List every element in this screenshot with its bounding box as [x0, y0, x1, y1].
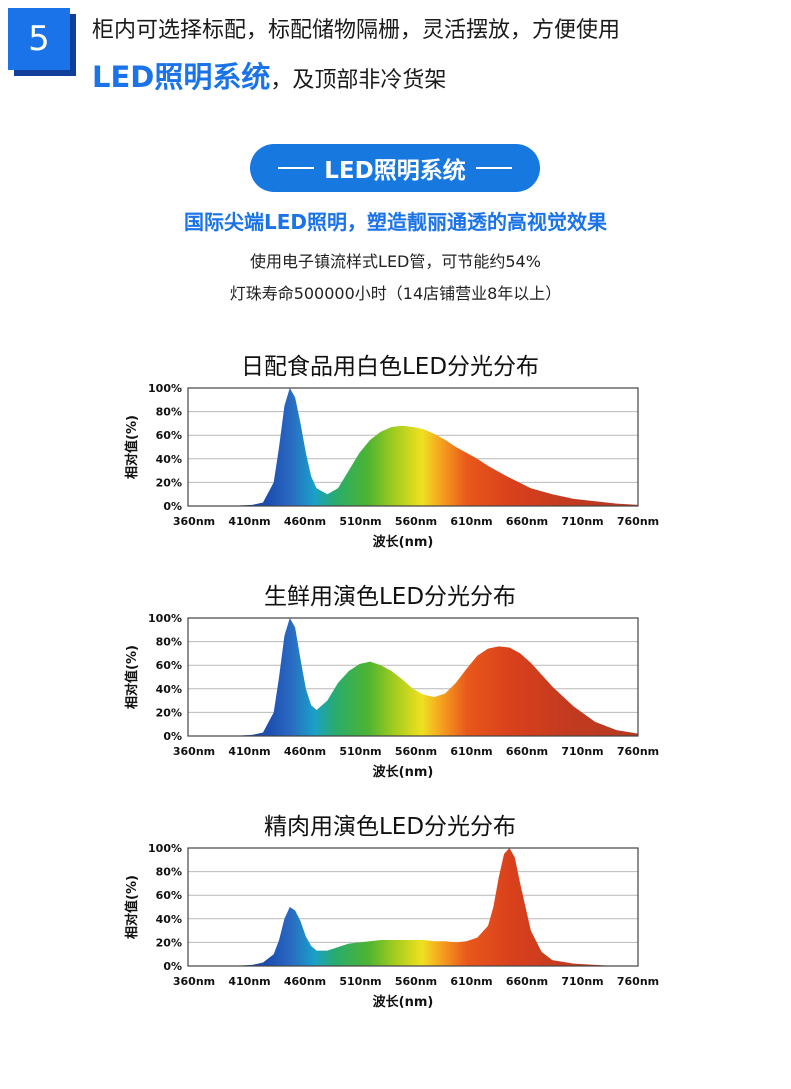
- x-tick-label: 460nm: [284, 515, 326, 528]
- x-tick-label: 610nm: [450, 515, 492, 528]
- x-axis-label: 波长(nm): [373, 534, 434, 550]
- x-tick-label: 510nm: [339, 745, 381, 758]
- x-tick-label: 360nm: [173, 745, 215, 758]
- y-tick-label: 60%: [156, 659, 182, 672]
- spectrum-chart-2: 生鲜用演色LED分光分布 0% 20% 40% 60% 80% 100% 360nm 410nm…: [110, 576, 670, 816]
- chart-svg: 精肉用演色LED分光分布 0% 20% 40% 60% 80% 100% 360nm 410nm…: [124, 814, 659, 1010]
- chart-svg: 生鲜用演色LED分光分布 0% 20% 40% 60% 80% 100% 360nm 410nm…: [124, 584, 659, 780]
- x-tick-label: 760nm: [617, 515, 659, 528]
- x-tick-label: 710nm: [561, 975, 603, 988]
- x-tick-label: 410nm: [228, 515, 270, 528]
- y-tick-label: 0%: [163, 730, 182, 743]
- x-tick-label: 360nm: [173, 515, 215, 528]
- y-tick-label: 100%: [148, 612, 182, 625]
- chart-title: 日配食品用白色LED分光分布: [241, 354, 539, 380]
- x-tick-label: 560nm: [395, 975, 437, 988]
- x-tick-label: 410nm: [228, 745, 270, 758]
- pill-right-rule: [475, 167, 512, 169]
- spectrum-chart-1: 日配食品用白色LED分光分布 0% 20% 40% 60% 80% 100% 360nm 410…: [110, 346, 670, 586]
- x-tick-label: 560nm: [395, 515, 437, 528]
- header-line-2: LED照明系统，及顶部非冷货架: [92, 54, 446, 96]
- header-line-1: 柜内可选择标配，标配储物隔栅，灵活摆放，方便使用: [92, 18, 621, 43]
- x-axis-label: 波长(nm): [373, 994, 434, 1010]
- header-line-2-rest: ，及顶部非冷货架: [270, 68, 447, 93]
- section-subtitle: 国际尖端LED照明，塑造靓丽通透的高视觉效果: [183, 210, 607, 234]
- plot-frame: [187, 847, 639, 967]
- y-axis-label: 相对值(%): [124, 645, 140, 709]
- x-tick-label: 660nm: [506, 745, 548, 758]
- x-tick-label: 760nm: [617, 745, 659, 758]
- x-tick-label: 460nm: [284, 745, 326, 758]
- x-tick-label: 510nm: [339, 975, 381, 988]
- x-tick-label: 410nm: [228, 975, 270, 988]
- x-tick-label: 660nm: [506, 975, 548, 988]
- y-tick-label: 20%: [156, 936, 182, 949]
- plot-frame: [187, 617, 639, 737]
- x-tick-label: 760nm: [617, 975, 659, 988]
- spectrum-area: [188, 388, 638, 506]
- x-tick-label: 510nm: [339, 515, 381, 528]
- badge-number: 5: [8, 8, 70, 70]
- y-tick-label: 20%: [156, 476, 182, 489]
- x-tick-label: 360nm: [173, 975, 215, 988]
- x-tick-label: 610nm: [450, 975, 492, 988]
- y-tick-label: 80%: [156, 636, 182, 649]
- spectrum-area: [188, 618, 638, 736]
- y-tick-label: 60%: [156, 429, 182, 442]
- y-tick-label: 40%: [156, 453, 182, 466]
- y-tick-label: 40%: [156, 913, 182, 926]
- x-tick-label: 710nm: [561, 745, 603, 758]
- description-line-2: 灯珠寿命500000小时（14店铺营业8年以上）: [229, 284, 562, 303]
- x-tick-label: 560nm: [395, 745, 437, 758]
- y-tick-label: 20%: [156, 706, 182, 719]
- x-tick-label: 610nm: [450, 745, 492, 758]
- spectrum-chart-3: 精肉用演色LED分光分布 0% 20% 40% 60% 80% 100% 360nm 410nm…: [110, 806, 670, 1046]
- description-line-1: 使用电子镇流样式LED管，可节能约54%: [250, 252, 541, 271]
- y-tick-label: 40%: [156, 683, 182, 696]
- chart-svg: 日配食品用白色LED分光分布 0% 20% 40% 60% 80% 100% 360nm 410…: [124, 354, 659, 550]
- header-highlight: LED照明系统: [92, 60, 271, 94]
- y-tick-label: 80%: [156, 866, 182, 879]
- y-tick-label: 100%: [148, 382, 182, 395]
- x-tick-label: 710nm: [561, 515, 603, 528]
- y-axis-label: 相对值(%): [124, 415, 140, 479]
- y-tick-label: 80%: [156, 406, 182, 419]
- y-tick-label: 0%: [163, 960, 182, 973]
- chart-title: 精肉用演色LED分光分布: [264, 814, 516, 840]
- x-tick-label: 660nm: [506, 515, 548, 528]
- y-tick-label: 100%: [148, 842, 182, 855]
- y-tick-label: 0%: [163, 500, 182, 513]
- pill-label: LED照明系统: [324, 158, 466, 184]
- spectrum-area: [188, 848, 638, 966]
- chart-title: 生鲜用演色LED分光分布: [264, 584, 516, 610]
- y-axis-label: 相对值(%): [124, 875, 140, 939]
- pill-left-rule: [278, 167, 315, 169]
- section-title-pill: LED照明系统: [250, 144, 540, 192]
- step-number-badge: 5: [8, 8, 76, 76]
- x-axis-label: 波长(nm): [373, 764, 434, 780]
- plot-frame: [187, 387, 639, 507]
- y-tick-label: 60%: [156, 889, 182, 902]
- x-tick-label: 460nm: [284, 975, 326, 988]
